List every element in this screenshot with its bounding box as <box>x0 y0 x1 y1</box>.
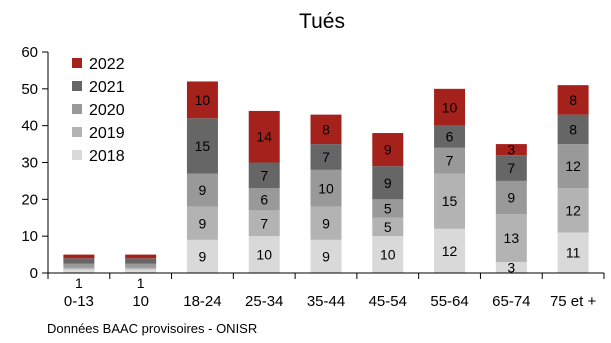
data-label: 7 <box>507 160 515 176</box>
data-label: 15 <box>442 193 458 209</box>
data-label: 12 <box>442 243 458 259</box>
bar-segment-2018-0-13 <box>63 269 94 273</box>
bar-segment-2022-10 <box>125 255 156 259</box>
y-tick-label: 30 <box>21 155 38 172</box>
x-tick-label: 45-54 <box>369 293 407 310</box>
data-label: 1 <box>137 275 145 291</box>
x-tick-label: 0-13 <box>64 293 94 310</box>
legend-swatch-2020 <box>72 104 82 114</box>
bar-segment-2022-0-13 <box>63 255 94 259</box>
data-label: 10 <box>195 92 211 108</box>
y-tick-label: 10 <box>21 228 38 245</box>
data-label: 15 <box>195 138 211 154</box>
data-label: 10 <box>318 180 334 196</box>
y-tick-label: 50 <box>21 81 38 98</box>
legend-swatch-2019 <box>72 127 82 137</box>
legend-label: 2022 <box>89 56 125 73</box>
data-label: 9 <box>384 175 392 191</box>
bar-segment-2021-0-13 <box>63 258 94 264</box>
bar-segment-2020-10 <box>125 264 156 268</box>
bar-segment-2018-10 <box>125 269 156 273</box>
data-label: 5 <box>384 219 392 235</box>
data-label: 5 <box>384 201 392 217</box>
legend-swatch-2022 <box>72 58 82 68</box>
chart-title: Tués <box>299 10 345 33</box>
y-tick-label: 60 <box>21 44 38 61</box>
legend: 2022 2021 2020 2019 2018 <box>72 56 125 165</box>
data-label: 8 <box>322 121 330 137</box>
legend-label: 2020 <box>89 102 125 119</box>
data-label: 9 <box>507 189 515 205</box>
data-label: 12 <box>565 202 581 218</box>
data-label: 3 <box>507 142 515 158</box>
data-label: 7 <box>322 149 330 165</box>
source-note: Données BAAC provisoires - ONISR <box>47 321 257 336</box>
bar-segment-2020-0-13 <box>63 264 94 268</box>
x-tick-label: 75 et + <box>550 293 597 310</box>
data-label: 9 <box>322 248 330 264</box>
data-label: 10 <box>442 99 458 115</box>
data-label: 14 <box>256 129 272 145</box>
legend-label: 2018 <box>89 148 125 165</box>
legend-label: 2019 <box>89 125 125 142</box>
x-tick-label: 65-74 <box>492 293 530 310</box>
legend-swatch-2021 <box>72 81 82 91</box>
y-tick-label: 0 <box>30 265 38 282</box>
data-label: 7 <box>260 215 268 231</box>
data-label: 9 <box>199 215 207 231</box>
bar-segment-2019-0-13 <box>63 267 94 269</box>
data-label: 7 <box>260 167 268 183</box>
y-tick-label: 40 <box>21 118 38 135</box>
data-label: 8 <box>569 121 577 137</box>
data-label: 10 <box>256 247 272 263</box>
legend-swatch-2018 <box>72 150 82 160</box>
y-tick-label: 20 <box>21 191 38 208</box>
data-label: 9 <box>199 248 207 264</box>
x-tick-label: 35-44 <box>307 293 345 310</box>
data-label: 6 <box>446 129 454 145</box>
x-tick-label: 25-34 <box>245 293 283 310</box>
y-axis: 0 10 20 30 40 50 60 <box>21 44 48 282</box>
data-label: 9 <box>322 215 330 231</box>
data-label: 7 <box>446 153 454 169</box>
legend-label: 2021 <box>89 79 125 96</box>
data-label: 11 <box>566 245 581 261</box>
bar-segment-2019-10 <box>125 267 156 269</box>
data-label: 13 <box>504 230 520 246</box>
x-tick-label: 10 <box>132 293 149 310</box>
bar-segment-2021-10 <box>125 258 156 264</box>
x-tick-label: 18-24 <box>183 293 221 310</box>
data-label: 1 <box>75 275 83 291</box>
data-label: 12 <box>565 158 581 174</box>
data-label: 8 <box>569 92 577 108</box>
x-tick-label: 55-64 <box>430 293 468 310</box>
data-label: 6 <box>260 191 268 207</box>
data-label: 9 <box>384 142 392 158</box>
data-label: 9 <box>199 182 207 198</box>
data-label: 10 <box>380 247 396 263</box>
x-axis: 0-13 10 18-24 25-34 35-44 45-54 55-64 65-74 75 e… <box>48 273 604 310</box>
